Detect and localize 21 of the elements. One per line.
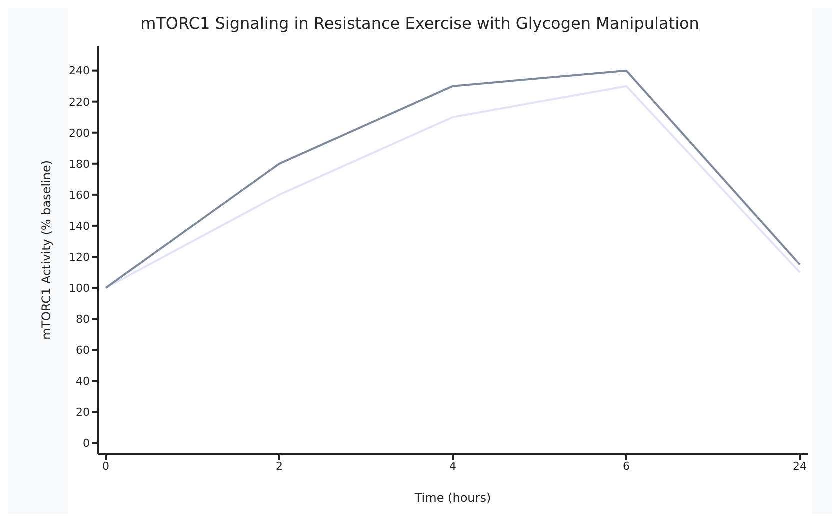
y-tick-label: 120 <box>69 250 90 264</box>
y-tick-label: 240 <box>69 64 90 78</box>
y-tick-label: 80 <box>76 312 90 326</box>
y-tick-label: 0 <box>83 437 90 450</box>
x-axis-title: Time (hours) <box>414 491 492 505</box>
y-tick-label: 20 <box>76 406 90 420</box>
x-tick-label: 24 <box>793 460 807 473</box>
y-axis-title: mTORC1 Activity (% baseline) <box>39 160 54 340</box>
y-tick-label: 160 <box>69 188 90 202</box>
y-tick-label: 40 <box>76 374 90 388</box>
y-tick-label: 200 <box>69 126 90 140</box>
x-tick-label: 0 <box>102 460 110 473</box>
x-tick-label: 4 <box>450 460 456 473</box>
y-tick-label: 100 <box>69 282 90 295</box>
y-tick-label: 140 <box>69 220 90 233</box>
y-tick-label: 60 <box>76 344 90 357</box>
y-tick-label: 220 <box>69 96 90 109</box>
x-tick-label: 6 <box>623 460 630 473</box>
y-tick-label: 180 <box>69 158 90 171</box>
chart-title: mTORC1 Signaling in Resistance Exercise with Glycogen Manipulation <box>140 14 700 33</box>
x-tick-label: 2 <box>276 460 283 473</box>
